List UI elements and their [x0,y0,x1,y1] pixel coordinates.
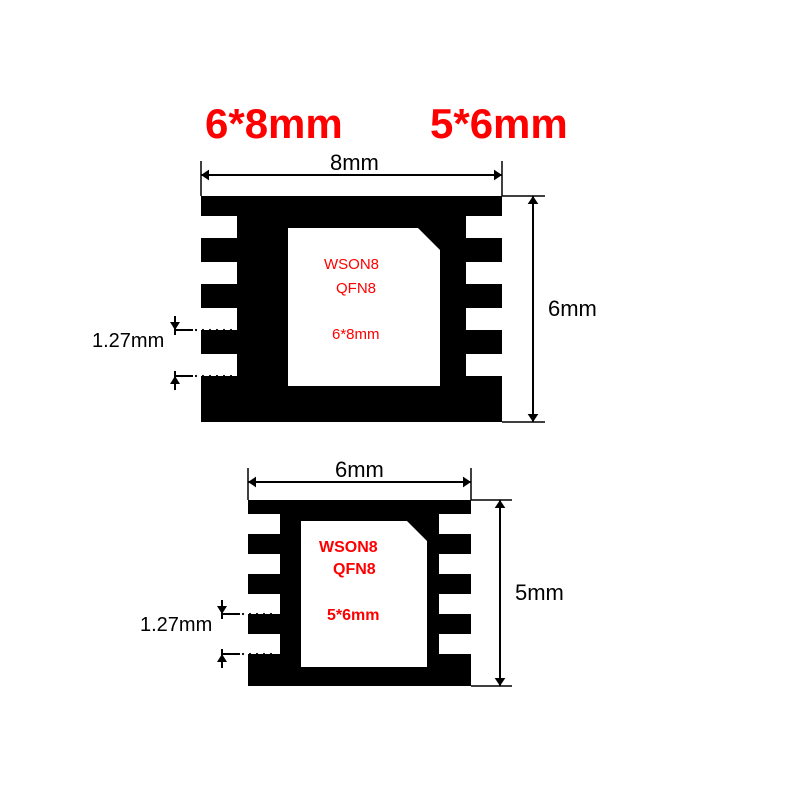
large-chip-label-2: QFN8 [336,280,376,297]
large-chip-label-1: WSON8 [324,256,379,273]
small-pitch-label: 1.27mm [140,614,212,637]
small-height-label: 5mm [515,580,564,606]
diagram-root: 6*8mm 5*6mm WSON8 QFN8 6*8mm WSON8 QFN8 … [0,0,800,800]
large-pitch-label: 1.27mm [92,330,164,353]
drawing-layer [0,0,800,800]
small-chip-label-2: QFN8 [333,561,376,579]
large-width-label: 8mm [330,150,379,176]
small-chip-label-3: 5*6mm [327,607,379,625]
large-height-label: 6mm [548,296,597,322]
small-chip-label-1: WSON8 [319,539,378,557]
large-chip-label-3: 6*8mm [332,326,380,343]
small-width-label: 6mm [335,457,384,483]
